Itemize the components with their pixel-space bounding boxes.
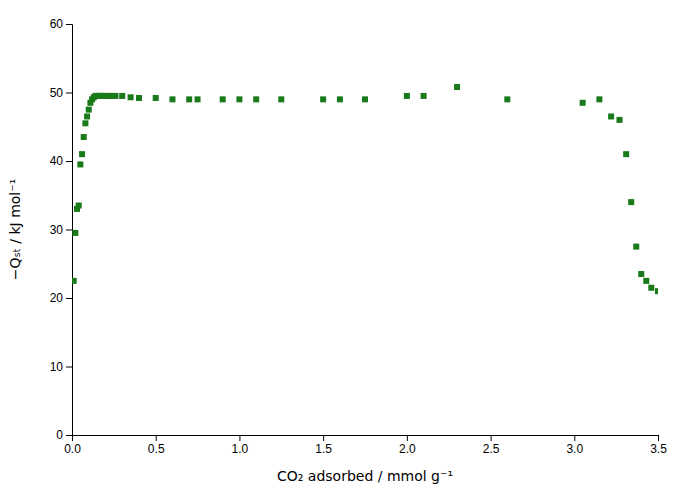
y-tick-mark (66, 230, 72, 231)
y-tick-mark (66, 367, 72, 368)
y-tick: 40 (50, 154, 72, 168)
y-tick-mark (66, 298, 72, 299)
x-tick-mark (407, 435, 408, 441)
x-tick: 2.0 (399, 435, 416, 456)
point (169, 96, 175, 102)
point (362, 96, 368, 102)
point (72, 278, 77, 284)
x-tick: 0.5 (148, 435, 165, 456)
point (404, 93, 410, 99)
y-tick: 50 (50, 86, 72, 100)
y-tick-mark (66, 435, 72, 436)
point (253, 96, 259, 102)
x-tick-mark (491, 435, 492, 441)
point (454, 84, 460, 90)
y-axis-title: −Qₛₜ / kJ mol⁻¹ (7, 179, 23, 281)
x-tick: 2.5 (483, 435, 500, 456)
y-tick: 60 (50, 17, 72, 31)
point (72, 230, 78, 236)
x-tick-label: 1.0 (232, 442, 249, 456)
point (84, 113, 90, 119)
point (77, 161, 83, 167)
point (643, 278, 649, 284)
y-tick: 0 (56, 428, 72, 442)
point (655, 288, 658, 294)
x-axis-title: CO₂ adsorbed / mmol g⁻¹ (277, 468, 453, 484)
chart: 0.0 0.5 1.0 1.5 2.0 2.5 3.0 3.5 0 10 20 30 40 50 60 CO₂… (0, 0, 686, 497)
y-tick-label: 60 (50, 17, 64, 31)
point (136, 95, 142, 101)
y-tick-mark (66, 161, 72, 162)
x-tick: 1.0 (232, 435, 249, 456)
point (236, 96, 242, 102)
x-tick-mark (323, 435, 324, 441)
y-axis: 0 10 20 30 40 50 60 (50, 17, 73, 442)
x-tick-mark (658, 435, 659, 441)
point (76, 203, 82, 209)
y-axis-line (66, 25, 73, 436)
point (580, 100, 586, 106)
x-tick: 3.5 (650, 435, 667, 456)
point (220, 96, 226, 102)
x-tick-label: 0.5 (148, 442, 165, 456)
point (186, 96, 192, 102)
x-tick-label: 0.0 (64, 442, 81, 456)
y-tick-label: 40 (50, 154, 64, 168)
point (337, 96, 343, 102)
point (195, 96, 201, 102)
x-tick-label: 2.5 (483, 442, 500, 456)
point (628, 199, 634, 205)
x-axis: 0.0 0.5 1.0 1.5 2.0 2.5 3.0 3.5 (64, 435, 667, 456)
point (82, 120, 88, 126)
x-tick: 0.0 (64, 435, 81, 456)
x-tick: 1.5 (315, 435, 332, 456)
y-tick-label: 10 (50, 360, 64, 374)
point (633, 244, 639, 250)
plot-area: 0.0 0.5 1.0 1.5 2.0 2.5 3.0 3.5 0 10 20 30 40 50 60 (50, 17, 668, 455)
y-tick-label: 20 (50, 291, 64, 305)
point (638, 271, 644, 277)
x-tick-label: 1.5 (315, 442, 332, 456)
point (608, 113, 614, 119)
x-tick-mark (156, 435, 157, 441)
y-tick: 20 (50, 291, 72, 305)
point (504, 96, 510, 102)
point (119, 93, 125, 99)
point (596, 96, 602, 102)
y-tick-mark (66, 93, 72, 94)
point (86, 107, 92, 113)
point (623, 151, 629, 157)
y-tick-label: 50 (50, 86, 64, 100)
point (421, 93, 427, 99)
y-tick: 30 (50, 223, 72, 237)
x-tick-mark (239, 435, 240, 441)
point (79, 151, 85, 157)
y-tick-label: 30 (50, 223, 64, 237)
point (153, 95, 159, 101)
x-tick-mark (574, 435, 575, 441)
x-tick: 3.0 (566, 435, 583, 456)
point (616, 117, 622, 123)
point (81, 134, 87, 140)
x-tick-label: 3.0 (566, 442, 583, 456)
y-tick-mark (66, 24, 72, 25)
point (320, 96, 326, 102)
point (278, 96, 284, 102)
x-tick-label: 2.0 (399, 442, 416, 456)
point (128, 94, 134, 100)
point (648, 285, 654, 291)
points (72, 84, 658, 294)
x-axis-line (73, 436, 659, 442)
point (113, 93, 119, 99)
y-tick: 10 (50, 360, 72, 374)
y-tick-label: 0 (56, 428, 63, 442)
x-tick-label: 3.5 (650, 442, 667, 456)
